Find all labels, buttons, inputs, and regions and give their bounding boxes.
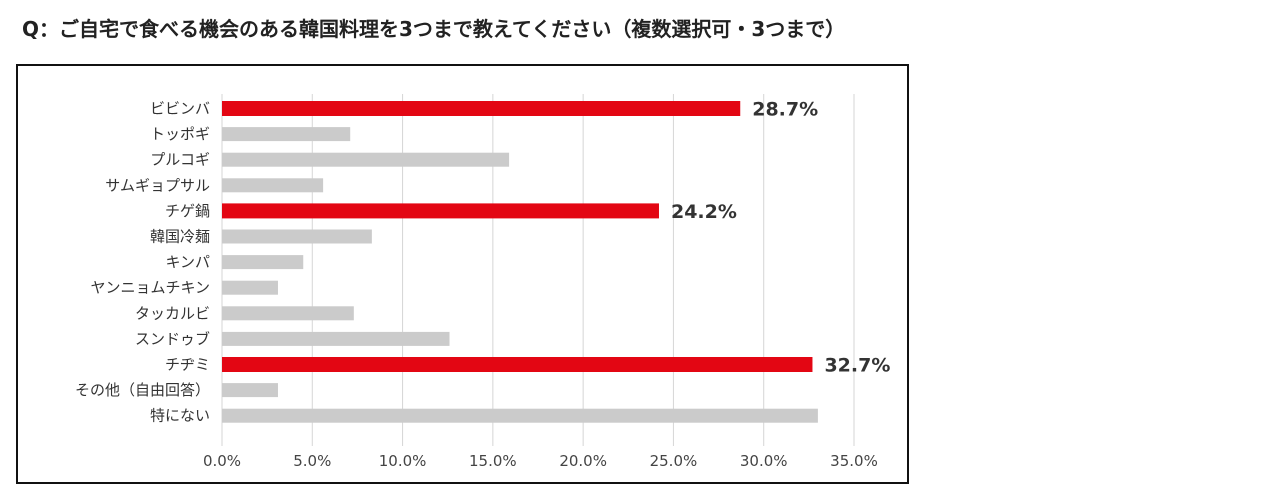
category-label: ヤンニョムチキン [90, 279, 210, 297]
x-tick-label: 30.0% [740, 452, 788, 470]
x-tick-label: 0.0% [203, 452, 241, 470]
x-tick-label: 10.0% [379, 452, 427, 470]
category-label: ビビンバ [150, 100, 210, 118]
x-tick-labels: 0.0% 5.0% 10.0% 15.0% 20.0% 25.0% 30.0% 35.0% [203, 452, 878, 470]
category-label: サムギョプサル [105, 176, 210, 194]
data-label: 32.7% [824, 355, 890, 377]
category-label: チヂミ [165, 356, 210, 374]
bar [222, 229, 372, 244]
category-labels: ビビンバトッポギプルコギサムギョプサルチゲ鍋韓国冷麺キンパヤンニョムチキンタッカ… [75, 100, 210, 425]
bar [222, 357, 813, 372]
bar [222, 178, 324, 193]
category-label: トッポギ [150, 125, 210, 143]
x-tick-label: 25.0% [650, 452, 698, 470]
x-tick-label: 15.0% [469, 452, 517, 470]
category-label: 特にない [150, 407, 210, 425]
data-label: 24.2% [671, 201, 737, 223]
bars [222, 101, 818, 423]
x-tick-label: 35.0% [830, 452, 878, 470]
category-label: キンパ [165, 253, 210, 271]
bar [222, 101, 741, 116]
x-tick-label: 20.0% [559, 452, 607, 470]
bar [222, 203, 659, 219]
category-label: その他（自由回答） [75, 381, 210, 399]
bar [222, 152, 510, 167]
data-labels: 28.7% 24.2% 32.7% [671, 99, 890, 377]
question-title: Q：ご自宅で食べる機会のある韓国料理を3つまで教えてください（複数選択可・3つま… [22, 17, 846, 41]
bar [222, 383, 278, 398]
bar [222, 280, 278, 295]
bar [222, 331, 450, 346]
bar [222, 306, 354, 321]
bar-chart: ビビンバトッポギプルコギサムギョプサルチゲ鍋韓国冷麺キンパヤンニョムチキンタッカ… [75, 94, 890, 470]
category-label: タッカルビ [135, 304, 210, 322]
x-tick-label: 5.0% [293, 452, 331, 470]
category-label: チゲ鍋 [165, 202, 210, 220]
category-label: スンドゥブ [135, 330, 210, 348]
chart-frame: ビビンバトッポギプルコギサムギョプサルチゲ鍋韓国冷麺キンパヤンニョムチキンタッカ… [16, 64, 909, 484]
data-label: 28.7% [752, 99, 818, 121]
bar [222, 408, 818, 423]
bar [222, 255, 304, 270]
bar [222, 127, 351, 142]
category-label: プルコギ [150, 151, 210, 169]
grid-lines [221, 94, 855, 446]
category-label: 韓国冷麺 [150, 228, 210, 246]
